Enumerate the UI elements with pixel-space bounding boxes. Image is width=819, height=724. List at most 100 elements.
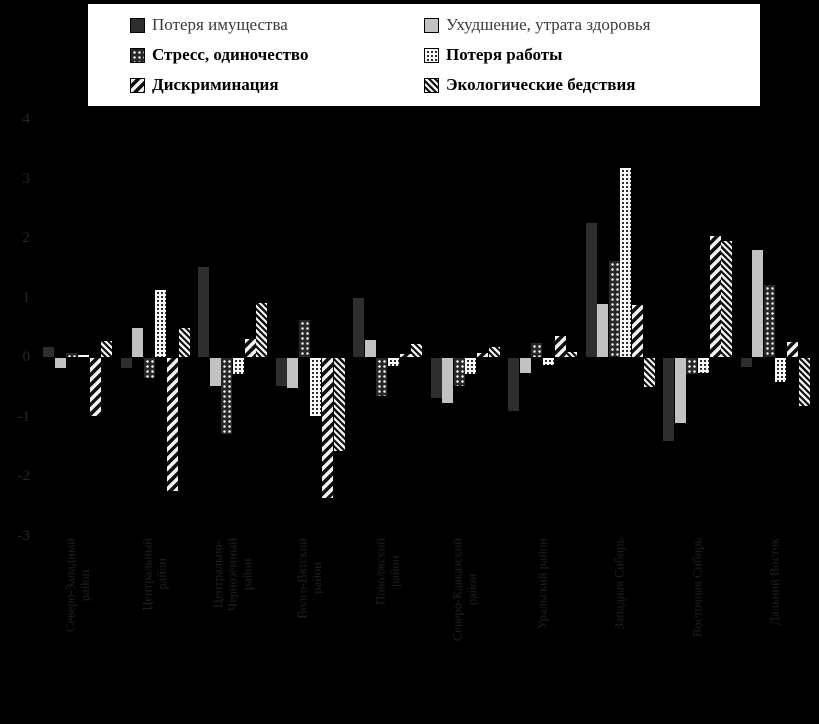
bar bbox=[120, 358, 132, 368]
y-tick-label: -1 bbox=[17, 408, 31, 425]
y-tick-label: 2 bbox=[22, 230, 31, 246]
bar bbox=[554, 336, 566, 357]
bar bbox=[442, 358, 454, 403]
solid-light-swatch-icon bbox=[424, 17, 439, 33]
bar bbox=[155, 289, 167, 357]
y-tick-label: 0 bbox=[22, 349, 31, 365]
legend-label: Потеря имущества bbox=[152, 15, 288, 34]
y-tick-label: -3 bbox=[17, 527, 31, 544]
bar bbox=[387, 358, 399, 366]
bar bbox=[376, 358, 388, 397]
bar bbox=[752, 250, 764, 357]
x-category-label: Восточная Сибирь bbox=[690, 538, 705, 638]
bar bbox=[453, 358, 465, 386]
x-category-label: Северо-Западный район bbox=[62, 538, 92, 633]
bar bbox=[519, 358, 531, 373]
bar bbox=[178, 328, 190, 357]
bar bbox=[798, 358, 810, 407]
x-category-label: Центральный район bbox=[140, 538, 169, 611]
bar bbox=[43, 346, 54, 357]
bar bbox=[663, 358, 674, 441]
bar bbox=[132, 328, 144, 357]
solid-dark-swatch-icon bbox=[130, 17, 145, 33]
x-category-label: Уральский район bbox=[535, 538, 550, 630]
bar bbox=[632, 304, 644, 357]
legend-label: Дискриминация bbox=[152, 75, 279, 94]
bar bbox=[430, 358, 442, 398]
bar bbox=[256, 302, 268, 357]
bar bbox=[221, 358, 233, 435]
bar bbox=[620, 167, 632, 357]
bar bbox=[333, 358, 345, 451]
y-tick-label: 4 bbox=[22, 111, 31, 127]
y-axis-line bbox=[35, 119, 36, 536]
hatch-forward-swatch-icon bbox=[130, 77, 145, 93]
bar bbox=[411, 343, 423, 357]
bar bbox=[566, 351, 578, 357]
x-category-label: Северо-Кавказский район bbox=[450, 538, 479, 642]
legend-label: Ухудшение, утрата здоровья bbox=[446, 15, 651, 34]
bar bbox=[54, 358, 66, 368]
x-category-label: Волго-Вятский район bbox=[295, 538, 324, 619]
bar bbox=[322, 358, 334, 498]
x-category-label: Дальний Восток bbox=[767, 538, 782, 626]
bar bbox=[399, 354, 411, 357]
y-tick-label: 3 bbox=[22, 170, 31, 187]
bar bbox=[740, 358, 752, 367]
legend-item: Потеря имущества bbox=[130, 10, 424, 40]
legend-item: Экологические бедствия bbox=[424, 70, 756, 100]
bar bbox=[310, 358, 322, 416]
bar bbox=[244, 338, 256, 357]
dots-on-dark-swatch-icon bbox=[130, 47, 145, 63]
bar bbox=[697, 358, 709, 373]
bar bbox=[542, 358, 554, 365]
dots-on-light-swatch-icon bbox=[424, 47, 439, 63]
bar bbox=[66, 352, 78, 357]
legend-label: Потеря работы bbox=[446, 45, 563, 64]
bar bbox=[531, 343, 543, 357]
x-category-label: Западная Сибирь bbox=[612, 538, 627, 630]
x-axis-line bbox=[35, 357, 815, 358]
y-tick-label: 1 bbox=[22, 289, 31, 306]
legend-label: Экологические бедствия bbox=[446, 75, 636, 94]
y-tick-label: -2 bbox=[17, 468, 31, 484]
bar bbox=[787, 341, 799, 357]
bar bbox=[709, 236, 721, 357]
bar bbox=[298, 320, 310, 357]
bar bbox=[597, 304, 609, 357]
bar bbox=[353, 298, 364, 357]
bar bbox=[232, 358, 244, 375]
bar bbox=[198, 266, 209, 357]
bar bbox=[89, 358, 101, 416]
x-category-label: Центрально- Чернозёмный район bbox=[210, 538, 254, 612]
bar bbox=[209, 358, 221, 386]
bar bbox=[508, 358, 519, 411]
bar bbox=[465, 358, 477, 375]
legend-item: Дискриминация bbox=[130, 70, 424, 100]
x-category-label: Поволжский район bbox=[372, 538, 402, 605]
legend-item: Потеря работы bbox=[424, 40, 756, 70]
bar bbox=[275, 358, 287, 386]
bar bbox=[608, 261, 620, 357]
legend: Потеря имущества Ухудшение, утрата здоров… bbox=[86, 2, 762, 108]
bar bbox=[643, 358, 655, 388]
bar bbox=[763, 285, 775, 357]
bar bbox=[585, 223, 597, 357]
bar bbox=[721, 240, 733, 357]
bar bbox=[77, 354, 89, 357]
legend-item: Ухудшение, утрата здоровья bbox=[424, 10, 756, 40]
bar bbox=[488, 346, 500, 357]
bar bbox=[775, 358, 787, 382]
legend-label: Стресс, одиночество bbox=[152, 45, 309, 64]
bar bbox=[101, 340, 113, 357]
bar bbox=[364, 339, 376, 357]
bar bbox=[287, 358, 299, 389]
hatch-back-swatch-icon bbox=[424, 77, 439, 93]
legend-item: Стресс, одиночество bbox=[130, 40, 424, 70]
bar bbox=[477, 352, 489, 357]
bar bbox=[167, 358, 179, 492]
bar bbox=[143, 358, 155, 378]
bar bbox=[674, 358, 686, 423]
bar bbox=[686, 358, 698, 375]
